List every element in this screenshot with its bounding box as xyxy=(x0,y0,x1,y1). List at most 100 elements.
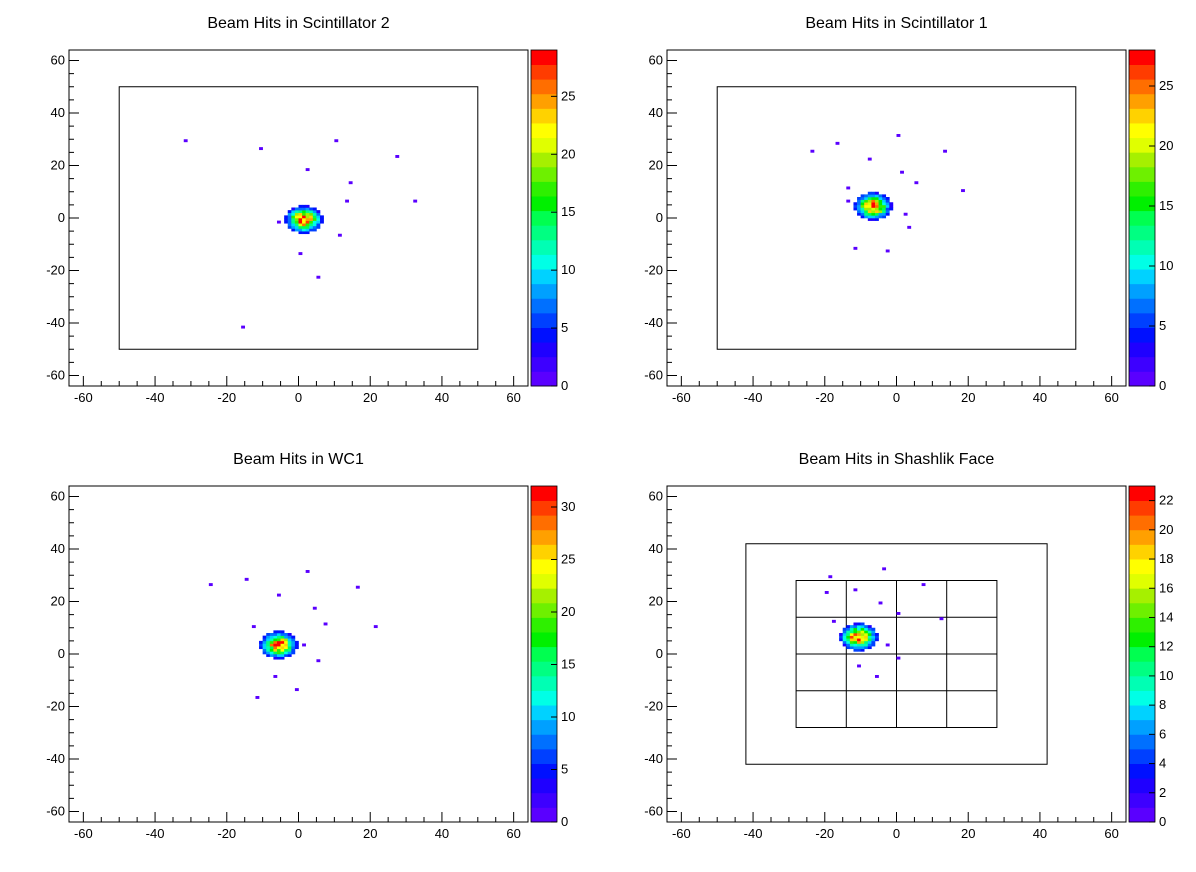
hit-bin xyxy=(871,635,876,639)
hit-bin xyxy=(853,246,858,250)
hit-bin xyxy=(294,225,299,229)
color-scale-label: 20 xyxy=(561,146,575,161)
hit-bin xyxy=(864,633,869,636)
hit-bin xyxy=(842,633,847,636)
color-scale-segment xyxy=(1129,210,1155,226)
hit-bin xyxy=(810,149,815,153)
hit-bin xyxy=(867,627,872,631)
hit-bin xyxy=(294,215,299,219)
hit-bin xyxy=(867,207,872,211)
y-tick-label: -60 xyxy=(644,804,663,819)
x-tick-label: 0 xyxy=(295,390,302,405)
hit-bin xyxy=(874,202,879,206)
color-scale-label: 2 xyxy=(1159,785,1166,800)
hit-bin xyxy=(294,220,299,224)
hit-bin xyxy=(878,202,883,206)
hit-bin xyxy=(943,149,948,153)
hit-bin xyxy=(276,220,281,224)
y-tick-label: 20 xyxy=(649,158,663,173)
hit-bin xyxy=(305,212,310,216)
hit-bin xyxy=(889,204,894,208)
color-scale-segment xyxy=(531,239,557,255)
hit-bin xyxy=(316,215,321,219)
x-tick-label: 40 xyxy=(435,826,449,841)
hit-bin xyxy=(280,648,285,652)
hit-bin xyxy=(882,207,887,211)
hit-bin xyxy=(276,648,281,652)
hit-bin xyxy=(842,627,847,631)
color-scale-segment xyxy=(1129,559,1155,575)
hit-bin xyxy=(871,191,876,195)
hit-bin xyxy=(871,199,876,203)
hit-bin xyxy=(853,202,858,206)
hit-bin xyxy=(273,630,278,634)
hit-bin xyxy=(860,215,865,219)
y-tick-label: 40 xyxy=(649,541,663,556)
color-scale-segment xyxy=(531,166,557,182)
hit-bin xyxy=(337,233,342,237)
hit-bin xyxy=(864,199,869,203)
color-scale-label: 10 xyxy=(561,262,575,277)
hit-bin xyxy=(849,635,854,639)
hit-bin xyxy=(262,646,267,650)
hit-bin xyxy=(276,651,281,655)
color-scale-segment xyxy=(531,342,557,358)
hit-bin xyxy=(885,199,890,203)
hit-bin xyxy=(280,640,285,644)
hit-bin xyxy=(312,218,317,221)
y-tick-label: -60 xyxy=(46,368,65,383)
hit-bin xyxy=(280,638,285,642)
hit-bin xyxy=(294,218,299,221)
color-scale-segment xyxy=(1129,617,1155,633)
hit-bin xyxy=(302,223,306,227)
hit-bin xyxy=(853,633,858,636)
hit-bin xyxy=(874,199,879,203)
color-scale-segment xyxy=(1129,181,1155,197)
hit-bin xyxy=(262,643,267,647)
color-scale-segment xyxy=(531,210,557,226)
color-scale-segment xyxy=(531,515,557,531)
hit-bin xyxy=(284,654,289,657)
x-tick-label: -20 xyxy=(815,390,834,405)
hit-bin xyxy=(262,635,267,639)
y-tick-label: 60 xyxy=(51,53,65,68)
hit-bin xyxy=(312,228,317,232)
hit-bin xyxy=(287,640,292,644)
hit-bin xyxy=(864,643,869,647)
hit-bin xyxy=(853,627,858,631)
x-tick-label: 0 xyxy=(893,390,900,405)
hit-bin xyxy=(864,197,869,200)
hit-bin xyxy=(287,633,292,636)
color-scale-segment xyxy=(1129,588,1155,604)
hit-bin xyxy=(284,220,289,224)
hit-bin xyxy=(849,646,854,650)
color-scale-segment xyxy=(1129,225,1155,241)
color-scale-segment xyxy=(531,573,557,589)
hit-bin xyxy=(864,202,869,206)
color-scale-segment xyxy=(1129,544,1155,560)
color-scale-segment xyxy=(531,632,557,648)
hit-bin xyxy=(276,640,281,644)
hit-bin xyxy=(853,630,858,634)
color-scale-segment xyxy=(1129,632,1155,648)
color-scale-segment xyxy=(531,807,557,823)
hit-bin xyxy=(294,688,299,692)
hit-bin xyxy=(298,204,303,208)
hit-bin xyxy=(885,197,890,200)
hit-bin xyxy=(867,218,872,221)
hit-bin xyxy=(273,638,278,642)
color-scale-segment xyxy=(531,646,557,662)
hit-bin xyxy=(276,643,281,647)
hit-bin xyxy=(849,640,854,644)
hit-bin xyxy=(269,638,274,642)
hit-bin xyxy=(860,197,865,200)
color-scale-segment xyxy=(531,64,557,80)
hit-bin xyxy=(846,627,851,631)
hit-bin xyxy=(269,635,274,639)
hit-bin xyxy=(302,215,306,219)
hit-bin xyxy=(871,643,876,647)
color-scale-segment xyxy=(531,283,557,299)
color-scale-segment xyxy=(1129,748,1155,764)
hit-bin xyxy=(853,207,858,211)
hit-bin xyxy=(280,651,285,655)
